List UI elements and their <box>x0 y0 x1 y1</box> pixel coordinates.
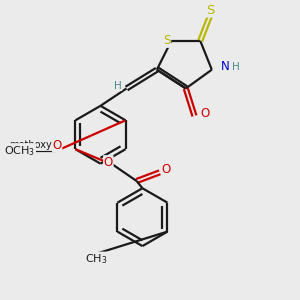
Text: O: O <box>200 106 209 120</box>
Text: H: H <box>232 62 239 72</box>
Text: methoxy: methoxy <box>9 140 52 150</box>
Text: O: O <box>161 163 171 176</box>
Text: OCH$_3$: OCH$_3$ <box>4 144 35 158</box>
Text: O: O <box>104 156 113 169</box>
Text: H: H <box>114 81 122 91</box>
Text: O: O <box>52 139 62 152</box>
Text: S: S <box>206 4 214 17</box>
Text: CH$_3$: CH$_3$ <box>85 252 107 266</box>
Text: S: S <box>163 34 171 47</box>
Text: N: N <box>220 60 229 73</box>
